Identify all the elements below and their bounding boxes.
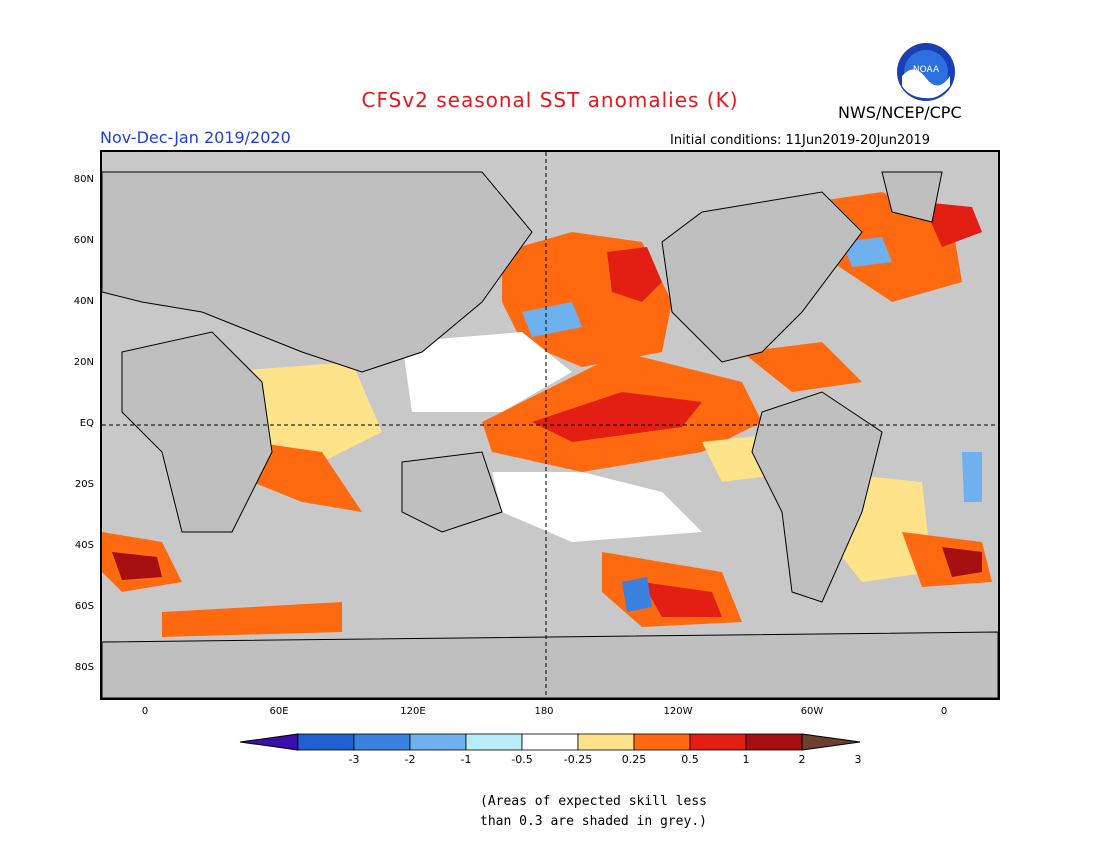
colorbar-label: 1 xyxy=(742,753,750,766)
colorbar-swatch xyxy=(409,733,467,751)
colorbar-swatch xyxy=(465,733,523,751)
lon-label-120w: 120W xyxy=(663,706,693,717)
map-canvas xyxy=(102,152,998,698)
lon-label-60w: 60W xyxy=(800,706,824,717)
colorbar-label: 0.5 xyxy=(681,753,699,766)
season-label: Nov-Dec-Jan 2019/2020 xyxy=(100,128,291,147)
colorbar-label: -2 xyxy=(404,753,416,766)
colorbar-label: 3 xyxy=(854,753,862,766)
colorbar-swatch xyxy=(633,733,691,751)
colorbar-swatch xyxy=(745,733,803,751)
colorbar-swatch xyxy=(353,733,411,751)
lon-label-0-east: 0 xyxy=(940,706,948,717)
lon-label-60e: 60E xyxy=(269,706,289,717)
colorbar-label: 0.25 xyxy=(621,753,647,766)
organization-label: NWS/NCEP/CPC xyxy=(838,103,962,122)
lat-label-20s: 20S xyxy=(74,479,94,490)
lat-label-60s: 60S xyxy=(74,601,94,612)
lat-label-eq: EQ xyxy=(79,418,94,429)
lat-label-60n: 60N xyxy=(73,235,94,246)
colorbar-label: -0.5 xyxy=(511,753,533,766)
initial-conditions-label: Initial conditions: 11Jun2019-20Jun2019 xyxy=(670,133,931,148)
lat-label-40s: 40S xyxy=(74,540,94,551)
lat-label-80s: 80S xyxy=(74,662,94,673)
colorbar-label: 2 xyxy=(798,753,806,766)
colorbar-swatch xyxy=(521,733,579,751)
noaa-logo: NOAA xyxy=(896,42,956,102)
colorbar-swatch xyxy=(577,733,635,751)
lat-label-20n: 20N xyxy=(73,357,94,368)
lat-label-80n: 80N xyxy=(73,174,94,185)
chart-title: CFSv2 seasonal SST anomalies (K) xyxy=(361,88,739,112)
colorbar-swatch xyxy=(689,733,747,751)
colorbar xyxy=(239,733,861,751)
lon-label-120e: 120E xyxy=(400,706,426,717)
colorbar-label: -1 xyxy=(460,753,472,766)
colorbar-label: -0.25 xyxy=(563,753,593,766)
colorbar-label: -3 xyxy=(348,753,360,766)
sst-anomaly-map xyxy=(100,150,1000,700)
lon-label-0: 0 xyxy=(141,706,149,717)
logo-text: NOAA xyxy=(913,65,940,75)
lon-label-180: 180 xyxy=(534,706,554,717)
lat-label-40n: 40N xyxy=(73,296,94,307)
skill-note: (Areas of expected skill less than 0.3 a… xyxy=(480,792,707,832)
colorbar-max-arrow xyxy=(801,733,861,751)
continents xyxy=(102,171,998,698)
colorbar-swatch xyxy=(297,733,355,751)
skill-note-line1: (Areas of expected skill less xyxy=(480,794,707,809)
skill-note-line2: than 0.3 are shaded in grey.) xyxy=(480,814,707,829)
colorbar-min-arrow xyxy=(239,733,299,751)
